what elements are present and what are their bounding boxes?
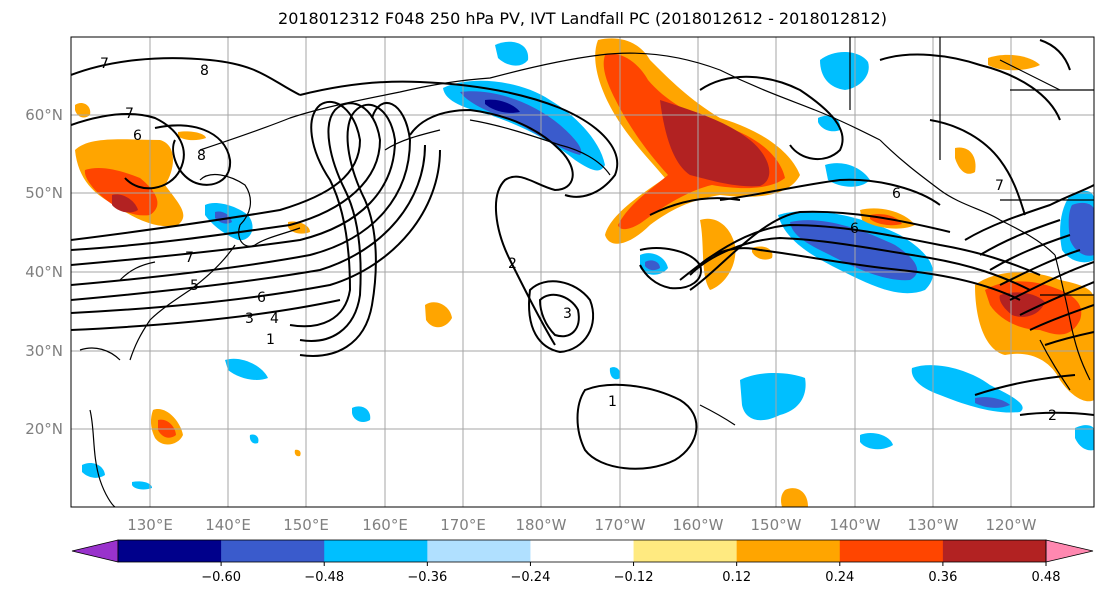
lon-label: 150°W bbox=[751, 516, 802, 534]
contour-label: 8 bbox=[197, 148, 206, 164]
contour-label: 6 bbox=[257, 290, 266, 306]
colorbar-frame bbox=[117, 539, 1047, 563]
colorbar-segment bbox=[324, 540, 428, 562]
contour-label: 6 bbox=[892, 186, 901, 202]
colorbar-tick-label: 0.12 bbox=[722, 570, 751, 585]
lon-label: 140°W bbox=[830, 516, 881, 534]
colorbar-tick-label: −0.60 bbox=[201, 570, 241, 585]
lon-label: 150°E bbox=[283, 516, 329, 534]
colorbar-segment bbox=[633, 540, 738, 562]
colorbar-tick-label: −0.36 bbox=[407, 570, 447, 585]
contour-label: 7 bbox=[100, 56, 109, 72]
colorbar: −0.60 −0.48 −0.36 −0.24 −0.12 0.12 0.24 0.36 0.4… bbox=[71, 539, 1094, 585]
lon-label: 180°W bbox=[516, 516, 567, 534]
lon-label: 170°E bbox=[440, 516, 486, 534]
contour-label: 7 bbox=[125, 106, 134, 122]
lon-label: 140°E bbox=[205, 516, 251, 534]
colorbar-segment bbox=[530, 540, 635, 562]
lon-label: 130°E bbox=[127, 516, 173, 534]
colorbar-tick-label: 0.24 bbox=[825, 570, 854, 585]
colorbar-segment bbox=[839, 540, 944, 562]
contour-label: 2 bbox=[508, 256, 517, 272]
map-panel: 7 8 7 6 8 7 5 6 4 3 1 2 3 1 6 6 7 2 bbox=[71, 37, 1094, 507]
colorbar-segment bbox=[736, 540, 841, 562]
lon-label: 130°W bbox=[908, 516, 959, 534]
contour-label: 6 bbox=[133, 128, 142, 144]
map-title: 2018012312 F048 250 hPa PV, IVT Landfall… bbox=[278, 9, 887, 28]
colorbar-segment bbox=[118, 540, 222, 562]
contour-label: 2 bbox=[1048, 408, 1057, 424]
lat-label: 30°N bbox=[25, 342, 63, 360]
contour-label: 4 bbox=[270, 311, 279, 327]
contour-labels: 7 8 7 6 8 7 5 6 4 3 1 2 3 1 6 6 7 2 bbox=[100, 56, 1057, 424]
colorbar-arrow-low bbox=[71, 539, 119, 563]
longitude-labels: 130°E 140°E 150°E 160°E 170°E 180°W 170°… bbox=[127, 516, 1036, 534]
lon-label: 160°E bbox=[362, 516, 408, 534]
contour-label: 1 bbox=[266, 332, 275, 348]
colorbar-tick-label: −0.12 bbox=[614, 570, 654, 585]
contour-label: 8 bbox=[200, 63, 209, 79]
lat-label: 40°N bbox=[25, 263, 63, 281]
lat-label: 20°N bbox=[25, 420, 63, 438]
contour-label: 3 bbox=[245, 311, 254, 327]
coastlines bbox=[79, 37, 1094, 507]
lat-label: 50°N bbox=[25, 184, 63, 202]
latitude-labels: 60°N 50°N 40°N 30°N 20°N bbox=[25, 106, 63, 438]
lon-label: 160°W bbox=[673, 516, 724, 534]
colorbar-segment bbox=[427, 540, 531, 562]
colorbar-arrow-high bbox=[1045, 539, 1094, 563]
lon-label: 120°W bbox=[986, 516, 1037, 534]
colorbar-segment bbox=[942, 540, 1047, 562]
contour-label: 7 bbox=[995, 178, 1004, 194]
pv-contours bbox=[71, 39, 1094, 470]
contour-label: 7 bbox=[185, 250, 194, 266]
colorbar-tick-label: −0.24 bbox=[511, 570, 551, 585]
contour-label: 6 bbox=[850, 221, 859, 237]
colorbar-tick-label: 0.36 bbox=[928, 570, 957, 585]
colorbar-tick-label: −0.48 bbox=[304, 570, 344, 585]
contour-label: 3 bbox=[563, 306, 572, 322]
contour-label: 5 bbox=[190, 278, 199, 294]
colorbar-tick-label: 0.48 bbox=[1032, 570, 1061, 585]
colorbar-segment bbox=[221, 540, 325, 562]
lat-label: 60°N bbox=[25, 106, 63, 124]
contour-label: 1 bbox=[608, 394, 617, 410]
map-frame bbox=[70, 36, 1095, 508]
lon-label: 170°W bbox=[595, 516, 646, 534]
